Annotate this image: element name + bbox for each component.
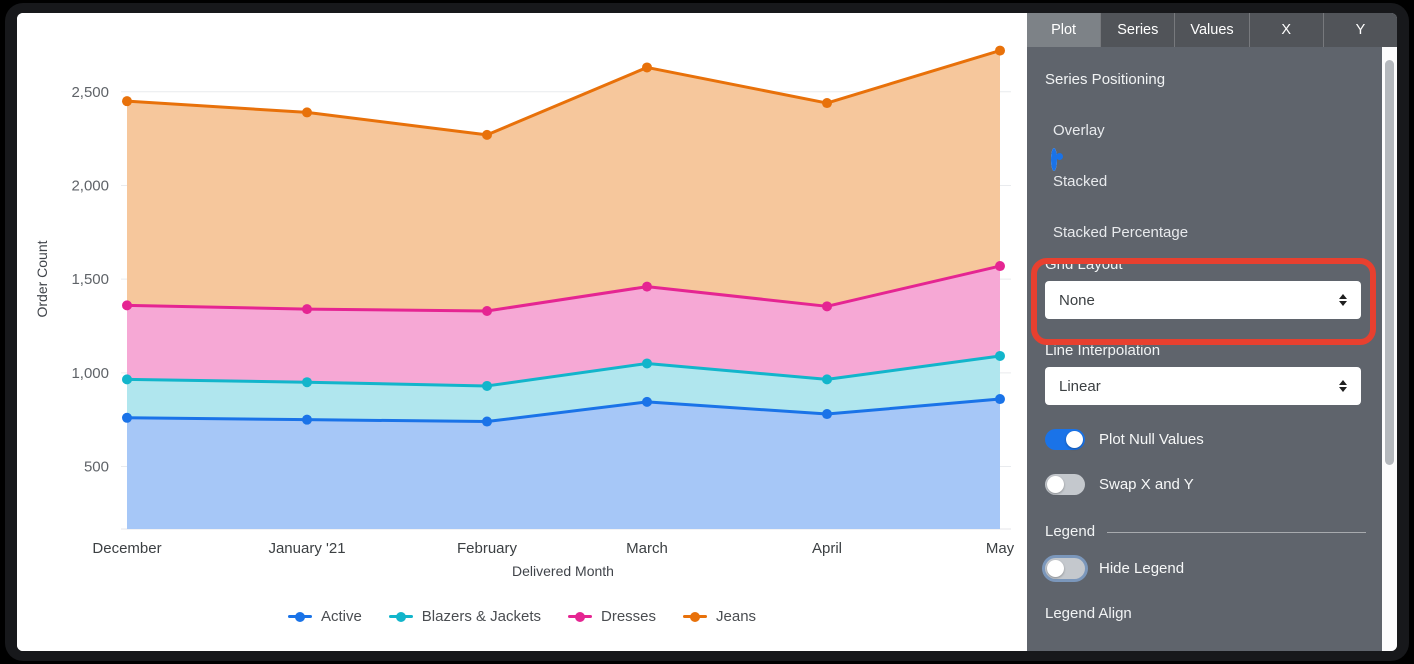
plot-null-values-label: Plot Null Values <box>1099 431 1204 448</box>
swap-x-y-label: Swap X and Y <box>1099 476 1194 493</box>
x-axis-title: Delivered Month <box>512 563 614 579</box>
hide-legend-label: Hide Legend <box>1099 560 1185 577</box>
properties-panel: Plot Series Values X Y Series Positionin… <box>1027 13 1397 651</box>
data-point[interactable] <box>995 261 1005 272</box>
data-point[interactable] <box>822 374 832 385</box>
radio-option-stacked-percentage[interactable]: Stacked Percentage <box>1045 202 1382 241</box>
data-point[interactable] <box>642 281 652 292</box>
series-line <box>126 49 1001 137</box>
tab-x[interactable]: X <box>1248 13 1323 47</box>
data-point[interactable] <box>995 45 1005 56</box>
x-tick-label: May <box>986 540 1015 557</box>
radio-option-label: Overlay <box>1053 122 1105 139</box>
data-point[interactable] <box>995 394 1005 405</box>
series-line <box>126 354 1001 388</box>
plot-null-values-row: Plot Null Values <box>1045 429 1382 450</box>
data-point[interactable] <box>482 416 492 427</box>
y-tick-label: 500 <box>84 459 109 476</box>
line-interpolation-value: Linear <box>1059 377 1101 395</box>
y-tick-label: 2,500 <box>71 84 109 101</box>
select-updown-icon <box>1339 380 1347 392</box>
area-band <box>127 399 1000 529</box>
data-point[interactable] <box>642 396 652 407</box>
panel-body: Series Positioning Overlay Stacked Stack… <box>1027 47 1382 651</box>
line-interpolation-select[interactable]: Linear <box>1045 367 1361 405</box>
chart-canvas: 2,500 2,000 1,500 1,000 500 December January '… <box>17 13 1027 651</box>
data-point[interactable] <box>642 62 652 73</box>
plot-null-values-toggle[interactable] <box>1045 429 1085 450</box>
data-point[interactable] <box>122 300 132 311</box>
data-point[interactable] <box>302 107 312 118</box>
radio-icon[interactable] <box>1051 148 1057 171</box>
data-point[interactable] <box>122 412 132 423</box>
tab-values[interactable]: Values <box>1174 13 1248 47</box>
panel-scrollbar-thumb[interactable] <box>1385 60 1394 465</box>
legend-item-label: Jeans <box>716 608 757 625</box>
legend-align-label: Legend Align <box>1045 605 1132 622</box>
legend-item: Dresses <box>568 608 656 625</box>
legend-item-label: Blazers & Jackets <box>421 608 542 625</box>
legend-section-title: Legend <box>1045 523 1096 540</box>
tab-series[interactable]: Series <box>1100 13 1174 47</box>
x-tick-label: January '21 <box>268 540 345 557</box>
stacked-area-chart: 2,500 2,000 1,500 1,000 500 December January '… <box>34 45 1015 579</box>
data-point[interactable] <box>482 380 492 391</box>
grid-layout-value: None <box>1059 291 1095 309</box>
editor-content: 2,500 2,000 1,500 1,000 500 December January '… <box>17 13 1397 651</box>
legend-marker-icon <box>287 611 312 622</box>
data-point[interactable] <box>642 358 652 369</box>
data-point[interactable] <box>822 301 832 312</box>
panel-scrollbar-track[interactable] <box>1382 47 1397 651</box>
y-tick-label: 1,500 <box>71 271 109 288</box>
x-tick-label: February <box>457 540 518 557</box>
legend-item-label: Active <box>320 608 362 625</box>
line-interpolation-label: Line Interpolation <box>1045 342 1161 359</box>
hide-legend-row: Hide Legend <box>1045 558 1382 579</box>
legend-section-header: Legend <box>1045 523 1382 540</box>
grid-layout-label: Grid Layout <box>1045 256 1123 273</box>
legend-marker-icon <box>683 611 708 622</box>
data-point[interactable] <box>302 414 312 425</box>
legend-item: Jeans <box>683 608 756 625</box>
window-frame: 2,500 2,000 1,500 1,000 500 December January '… <box>5 3 1409 661</box>
swap-x-y-row: Swap X and Y <box>1045 474 1382 495</box>
radio-option-stacked[interactable]: Stacked <box>1045 148 1382 190</box>
y-axis-title: Order Count <box>34 240 50 317</box>
x-tick-label: March <box>626 540 668 557</box>
tab-y[interactable]: Y <box>1322 13 1397 47</box>
data-point[interactable] <box>822 98 832 109</box>
x-tick-label: December <box>92 540 161 557</box>
select-updown-icon <box>1339 294 1347 306</box>
tab-plot[interactable]: Plot <box>1027 13 1101 47</box>
data-point[interactable] <box>822 409 832 420</box>
series-line <box>126 397 1001 424</box>
hide-legend-toggle[interactable] <box>1045 558 1085 579</box>
swap-x-y-toggle[interactable] <box>1045 474 1085 495</box>
y-tick-label: 2,000 <box>71 177 109 194</box>
y-tick-label: 1,000 <box>71 365 109 382</box>
radio-option-label: Stacked <box>1053 173 1108 190</box>
panel-tab-bar: Plot Series Values X Y <box>1027 13 1397 47</box>
legend-item: Blazers & Jackets <box>388 608 542 625</box>
legend-marker-icon <box>388 611 413 622</box>
data-point[interactable] <box>302 304 312 315</box>
series-line <box>126 264 1001 313</box>
section-divider <box>1107 532 1366 533</box>
data-point[interactable] <box>995 350 1005 361</box>
x-tick-label: April <box>812 540 842 557</box>
data-point[interactable] <box>122 96 132 107</box>
legend-item-label: Dresses <box>601 608 657 625</box>
chart-legend: Active Blazers & Jackets Dresses Jeans <box>17 608 1027 625</box>
radio-option-overlay[interactable]: Overlay <box>1045 100 1382 139</box>
series-positioning-label: Series Positioning <box>1045 71 1166 88</box>
legend-marker-icon <box>568 611 593 622</box>
legend-item: Active <box>287 608 362 625</box>
data-point[interactable] <box>302 377 312 388</box>
radio-option-label: Stacked Percentage <box>1053 224 1189 241</box>
grid-layout-select[interactable]: None <box>1045 281 1361 319</box>
data-point[interactable] <box>482 305 492 316</box>
data-point[interactable] <box>122 374 132 385</box>
data-point[interactable] <box>482 129 492 140</box>
